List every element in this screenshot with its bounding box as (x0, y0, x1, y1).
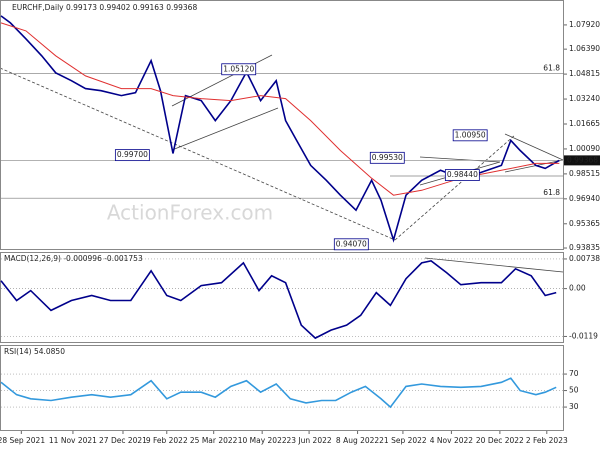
panel-title: MACD(12,26,9) -0.000996 -0.001753 (4, 254, 143, 263)
trend-line (424, 257, 564, 273)
y-tick-label: 1.03240 (569, 94, 600, 103)
annotation-label: 0.99530 (372, 153, 403, 162)
price-panel (0, 0, 564, 250)
y-tick-label: 0.00738 (569, 254, 600, 263)
trend-line (0, 67, 396, 241)
x-tick-label: 2 Feb 2023 (526, 436, 568, 445)
watermark: ActionForex.com (107, 201, 273, 225)
fib-label: 61.8 (543, 64, 560, 73)
rsi-panel (0, 345, 564, 431)
trend-line (504, 159, 564, 173)
last-price-label: 0.99368 (567, 155, 598, 164)
macd-panel (0, 252, 564, 343)
annotation-box (444, 169, 480, 181)
y-tick-label: 1.04815 (569, 69, 600, 78)
x-tick-label: 4 Nov 2022 (430, 436, 473, 445)
y-tick-label: 1.01665 (569, 119, 600, 128)
fib-label: 61.8 (543, 188, 560, 197)
x-tick-label: 20 Dec 2022 (476, 436, 524, 445)
x-tick-label: 28 Sep 2021 (0, 436, 45, 445)
trend-line (419, 156, 501, 163)
series-line (0, 260, 557, 340)
y-tick-label: 1.00090 (569, 144, 600, 153)
annotation-box (369, 151, 405, 164)
annotation-box (221, 63, 257, 76)
annotation-box (452, 129, 488, 142)
y-tick-label: 0.96940 (569, 194, 600, 203)
y-tick-label: 0.00 (569, 284, 586, 293)
y-tick-label: 1.07920 (569, 20, 600, 29)
annotation-box (114, 149, 150, 162)
trend-lines (0, 54, 564, 273)
y-tick-label: -0.0119 (569, 331, 598, 340)
annotation-box (333, 238, 369, 251)
trend-line (504, 133, 564, 161)
x-tick-label: 25 Mar 2022 (190, 436, 238, 445)
x-tick-label: 23 Jun 2022 (287, 436, 332, 445)
series-line (0, 377, 557, 409)
chart-title: EURCHF,Daily 0.99173 0.99402 0.99163 0.9… (12, 3, 197, 12)
y-tick-label: 50 (569, 386, 579, 395)
y-tick-label: 0.95365 (569, 219, 600, 228)
x-tick-label: 11 Nov 2021 (49, 436, 97, 445)
x-tick-label: 10 May 2022 (238, 436, 287, 445)
annotation-label: 0.99700 (117, 150, 148, 159)
x-tick-label: 21 Sep 2022 (379, 436, 427, 445)
y-tick-label: 70 (569, 369, 579, 378)
annotation-label: 1.00950 (455, 130, 486, 139)
x-tick-label: 9 Feb 2022 (146, 436, 188, 445)
y-tick-label: 1.06390 (569, 44, 600, 53)
trend-line (394, 134, 516, 241)
x-tick-label: 8 Aug 2022 (336, 436, 379, 445)
y-tick-label: 0.93835 (569, 243, 600, 252)
last-price-box (564, 155, 600, 166)
panel-title: RSI(14) 54.0850 (4, 347, 65, 356)
annotation-label: 0.94070 (336, 239, 367, 248)
y-tick-label: 30 (569, 402, 579, 411)
annotation-label: 0.98440 (447, 170, 478, 179)
trend-line (171, 107, 279, 151)
annotation-label: 1.05120 (223, 64, 254, 73)
y-tick-label: 0.98515 (569, 169, 600, 178)
x-tick-label: 27 Dec 2021 (99, 436, 147, 445)
